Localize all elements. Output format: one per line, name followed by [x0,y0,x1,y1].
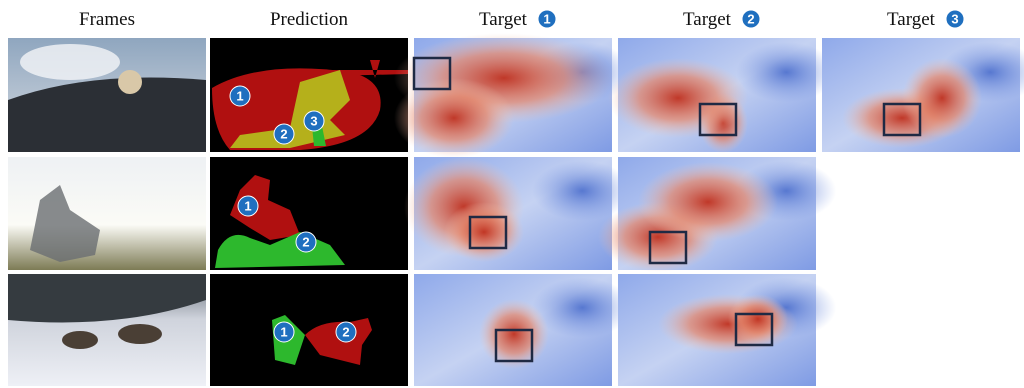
badge-number: 3 [310,113,317,128]
badge-number: 2 [342,324,349,339]
heatmap-hot [608,58,748,138]
figure: Frames Prediction Target Target Target 1 2 3 1 2… [0,0,1024,388]
column-header: Prediction [270,9,349,30]
heatmap-hot [902,58,982,138]
column-header: Frames [79,9,135,30]
prediction-mask [210,274,408,386]
badge-number: 3 [951,11,958,26]
heatmap-hot [479,299,549,369]
heatmap-hot [394,78,514,158]
heatmap-hot [638,162,778,242]
column-header: Target [683,9,732,30]
badge-number: 2 [302,234,309,249]
badge-number: 1 [280,324,287,339]
badge-number: 1 [543,11,550,26]
figure-grid [8,33,1024,386]
column-header: Target [887,9,936,30]
badge-number: 1 [244,198,251,213]
badge-number: 2 [747,11,754,26]
badge-number: 1 [236,88,243,103]
heatmap-cool [736,42,836,102]
heatmap-hot [444,202,524,262]
badge-number: 2 [280,126,287,141]
column-header: Target [479,9,528,30]
column-headers: Frames Prediction Target Target Target [79,9,936,30]
